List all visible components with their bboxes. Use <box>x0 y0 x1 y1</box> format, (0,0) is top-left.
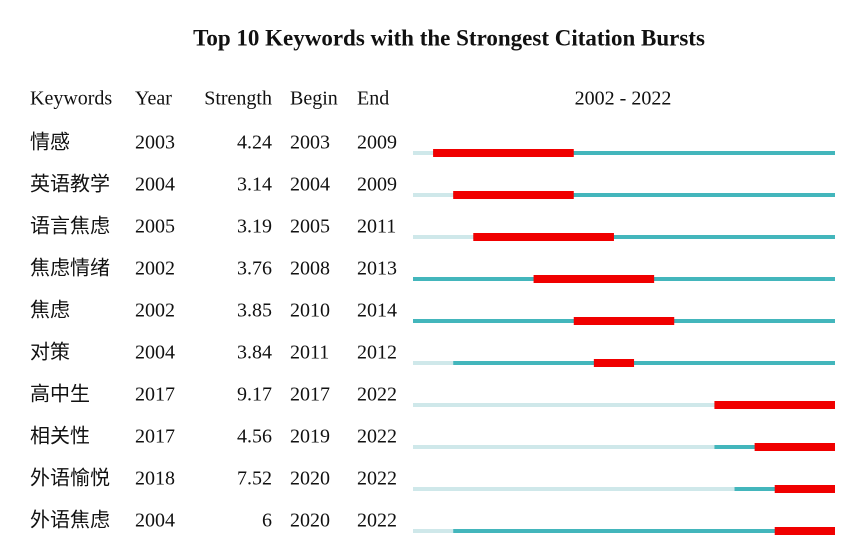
cell-strength: 4.24 <box>237 132 272 154</box>
burst-segment <box>754 443 835 451</box>
burst-segment <box>774 485 835 493</box>
cell-year: 2017 <box>135 384 175 406</box>
cell-keyword: 语言焦虑 <box>30 215 110 238</box>
cell-keyword: 对策 <box>30 341 70 364</box>
cell-year: 2002 <box>135 258 175 280</box>
burst-segment <box>714 401 835 409</box>
cell-end: 2013 <box>357 258 397 280</box>
cell-begin: 2011 <box>290 342 329 364</box>
cell-year: 2017 <box>135 426 175 448</box>
cell-strength: 3.19 <box>237 216 272 238</box>
cell-keyword: 高中生 <box>30 383 90 406</box>
cell-end: 2009 <box>357 132 397 154</box>
cell-end: 2022 <box>357 468 397 490</box>
before-segment <box>413 151 434 155</box>
cell-begin: 2003 <box>290 132 330 154</box>
before-segment <box>413 529 454 533</box>
before-segment <box>413 403 715 407</box>
cell-strength: 4.56 <box>237 426 272 448</box>
cell-keyword: 外语愉悦 <box>30 467 110 490</box>
cell-begin: 2008 <box>290 258 330 280</box>
cell-year: 2003 <box>135 132 175 154</box>
before-segment <box>413 193 454 197</box>
burst-segment <box>774 527 835 535</box>
cell-strength: 7.52 <box>237 468 272 490</box>
cell-keyword: 焦虑 <box>30 299 70 322</box>
column-header: Strength <box>204 88 272 110</box>
cell-keyword: 焦虑情绪 <box>30 257 110 280</box>
cell-begin: 2004 <box>290 174 330 196</box>
cell-begin: 2019 <box>290 426 330 448</box>
cell-year: 2018 <box>135 468 175 490</box>
cell-strength: 6 <box>262 510 272 532</box>
cell-end: 2022 <box>357 384 397 406</box>
cell-end: 2009 <box>357 174 397 196</box>
cell-end: 2011 <box>357 216 396 238</box>
cell-strength: 3.85 <box>237 300 272 322</box>
cell-begin: 2010 <box>290 300 330 322</box>
burst-segment <box>533 275 655 283</box>
column-header: Year <box>135 88 172 110</box>
active-segment <box>433 151 835 155</box>
active-segment <box>473 235 835 239</box>
cell-strength: 9.17 <box>237 384 272 406</box>
before-segment <box>413 361 454 365</box>
burst-segment <box>573 317 675 325</box>
cell-strength: 3.84 <box>237 342 272 364</box>
column-header: Keywords <box>30 88 112 110</box>
burst-segment <box>433 149 574 157</box>
cell-year: 2004 <box>135 510 175 532</box>
cell-begin: 2017 <box>290 384 330 406</box>
chart-title: Top 10 Keywords with the Strongest Citat… <box>193 25 705 50</box>
cell-strength: 3.14 <box>237 174 272 196</box>
timeline-header: 2002 - 2022 <box>575 88 672 110</box>
cell-keyword: 情感 <box>30 131 70 154</box>
before-segment <box>413 235 474 239</box>
cell-begin: 2005 <box>290 216 330 238</box>
cell-year: 2005 <box>135 216 175 238</box>
active-segment <box>453 529 835 533</box>
cell-begin: 2020 <box>290 510 330 532</box>
column-header: End <box>357 88 389 110</box>
burst-segment <box>593 359 635 367</box>
cell-begin: 2020 <box>290 468 330 490</box>
cell-end: 2012 <box>357 342 397 364</box>
cell-strength: 3.76 <box>237 258 272 280</box>
before-segment <box>413 445 715 449</box>
cell-end: 2022 <box>357 426 397 448</box>
cell-year: 2002 <box>135 300 175 322</box>
before-segment <box>413 487 735 491</box>
cell-keyword: 相关性 <box>30 425 90 448</box>
cell-end: 2022 <box>357 510 397 532</box>
active-segment <box>453 361 835 365</box>
burst-segment <box>473 233 614 241</box>
cell-year: 2004 <box>135 342 175 364</box>
cell-end: 2014 <box>357 300 397 322</box>
column-header: Begin <box>290 88 338 110</box>
active-segment <box>453 193 835 197</box>
burst-segment <box>453 191 574 199</box>
cell-year: 2004 <box>135 174 175 196</box>
cell-keyword: 外语焦虑 <box>30 509 110 532</box>
cell-keyword: 英语教学 <box>30 173 110 196</box>
